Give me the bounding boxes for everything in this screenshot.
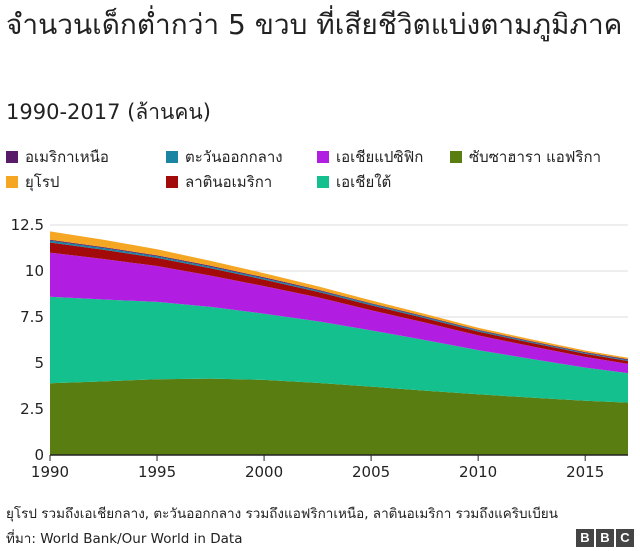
bbc-logo-letter: C [616,529,634,547]
legend-item-middle-east: ตะวันออกกลาง [166,146,283,168]
legend-item-south-asia: เอเชียใต้ [317,171,391,193]
x-tick-label: 1995 [138,463,176,481]
y-tick-label: 2.5 [20,400,44,418]
legend-label: เอเชียแปซิฟิก [336,148,424,166]
legend-item-asia-pacific: เอเชียแปซิฟิก [317,146,423,168]
bbc-logo-letter: B [596,529,614,547]
legend-label: ซับซาฮารา แอฟริกา [469,148,601,166]
legend-item-europe: ยุโรป [6,171,59,193]
area-series [50,378,628,455]
legend-label: ตะวันออกกลาง [185,148,283,166]
legend-item-sub-saharan-africa: ซับซาฮารา แอฟริกา [450,146,601,168]
legend-item-north-america: อเมริกาเหนือ [6,146,109,168]
area-series [50,296,628,403]
chart-note: ยุโรป รวมถึงเอเชียกลาง, ตะวันออกกลาง รวม… [6,506,558,522]
area-series [50,231,628,360]
y-tick-label: 0 [34,446,44,464]
y-tick-label: 7.5 [20,308,44,326]
legend-swatch [317,176,329,188]
legend-swatch [166,151,178,163]
legend-label: ลาตินอเมริกา [185,173,273,191]
x-tick-label: 2015 [566,463,604,481]
bbc-logo: B B C [576,529,634,547]
x-tick-label: 2005 [352,463,390,481]
legend-item-latin-america: ลาตินอเมริกา [166,171,272,193]
y-tick-label: 10 [25,262,44,280]
x-tick-label: 1990 [31,463,69,481]
x-tick-label: 2010 [459,463,497,481]
bbc-logo-letter: B [576,529,594,547]
legend-swatch [317,151,329,163]
y-tick-label: 12.5 [11,216,44,234]
area-series [50,252,628,374]
legend-label: อเมริกาเหนือ [25,148,109,166]
chart-subtitle: 1990-2017 (ล้านคน) [6,100,211,124]
y-tick-label: 5 [34,354,44,372]
legend: อเมริกาเหนือ ตะวันออกกลาง เอเชียแปซิฟิก … [6,146,636,194]
legend-swatch [6,176,18,188]
legend-swatch [6,151,18,163]
legend-label: เอเชียใต้ [336,173,392,191]
legend-swatch [450,151,462,163]
legend-swatch [166,176,178,188]
x-tick-label: 2000 [245,463,283,481]
legend-label: ยุโรป [25,173,60,191]
area-series [50,242,628,364]
stacked-area-chart: 0 2.5 5 7.5 10 12.5 1990 1995 2000 2005 2010 2015 [11,216,628,481]
chart-source: ที่มา: World Bank/Our World in Data [6,531,243,547]
chart-title: จำนวนเด็กต่ำกว่า 5 ขวบ ที่เสียชีวิตแบ่งต… [6,8,623,41]
